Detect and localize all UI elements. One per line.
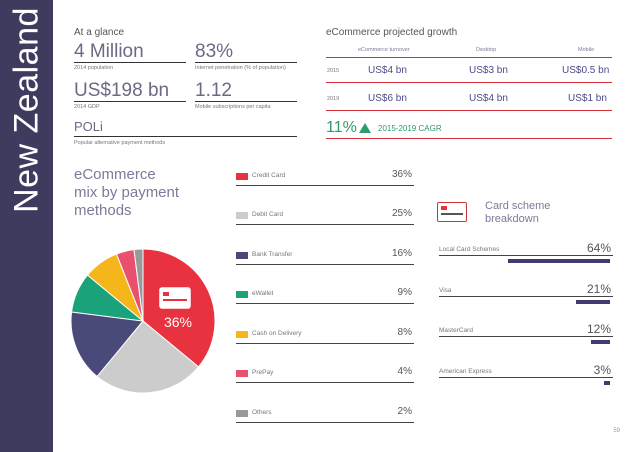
- legend-value: 4%: [397, 366, 412, 377]
- legend-swatch: [236, 212, 248, 219]
- legend-swatch: [236, 291, 248, 298]
- card-scheme-row: MasterCard 12%: [439, 321, 613, 344]
- growth-header-mobile: Mobile: [578, 47, 595, 53]
- card-scheme-title-line: breakdown: [485, 213, 539, 225]
- growth-divider: [326, 110, 612, 111]
- legend-row: Cash on Delivery 8%: [236, 327, 414, 344]
- stat-internet-value: 83%: [195, 41, 234, 62]
- stat-mobile-label: Mobile subscriptions per capita: [195, 104, 271, 110]
- growth-year: 2019: [327, 96, 340, 102]
- stat-gdp-value: US$198 bn: [74, 80, 170, 101]
- pie-slice-debit-card: [96, 320, 200, 394]
- legend-row: Bank Transfer 16%: [236, 248, 414, 265]
- growth-divider: [326, 82, 612, 83]
- growth-value: US$1 bn: [568, 93, 607, 104]
- mix-title-line: methods: [74, 202, 132, 219]
- legend-value: 2%: [397, 406, 412, 417]
- card-scheme-title-line: Card scheme: [485, 200, 551, 212]
- page-number: 59: [613, 428, 620, 434]
- country-title: New Zealand: [7, 7, 46, 213]
- stat-mobile-value: 1.12: [195, 80, 232, 101]
- legend-value: 16%: [391, 248, 412, 259]
- stat-apm-value: POLi: [74, 119, 103, 134]
- mix-title-line: mix by payment: [74, 184, 180, 201]
- card-scheme-value: 3%: [593, 363, 611, 377]
- stat-internet-label: Internet penetration (% of population): [195, 65, 286, 71]
- legend-swatch: [236, 173, 248, 180]
- stat-population-label: 2014 population: [74, 65, 114, 71]
- divider: [74, 136, 297, 137]
- divider: [195, 101, 297, 102]
- legend-row: Credit Card 36%: [236, 169, 414, 186]
- legend-row: PrePay 4%: [236, 366, 414, 383]
- card-scheme-label: Visa: [439, 287, 452, 294]
- legend-value: 9%: [397, 287, 412, 298]
- legend-swatch: [236, 252, 248, 259]
- mix-title: eCommerce mix by payment methods: [74, 166, 179, 220]
- pie-slice-bank-transfer: [70, 311, 144, 378]
- growth-divider: [326, 138, 612, 139]
- divider: [195, 62, 297, 63]
- legend-label: Others: [252, 409, 272, 416]
- card-scheme-row: Local Card Schemes 64%: [439, 240, 613, 263]
- mix-title-line: eCommerce: [74, 166, 156, 183]
- legend-row: Debit Card 25%: [236, 208, 414, 225]
- card-scheme-label: American Express: [439, 368, 492, 375]
- legend-swatch: [236, 410, 248, 417]
- card-icon: [437, 202, 467, 222]
- growth-header-turnover: eCommerce turnover: [358, 47, 410, 53]
- stat-gdp-label: 2014 GDP: [74, 104, 100, 110]
- legend-label: Bank Transfer: [252, 251, 293, 258]
- growth-divider: [326, 57, 612, 58]
- legend-swatch: [236, 331, 248, 338]
- credit-card-icon: [159, 287, 191, 309]
- growth-header-desktop: Desktop: [476, 47, 497, 53]
- card-scheme-bar: [507, 259, 610, 263]
- legend-label: Credit Card: [252, 172, 286, 179]
- cagr-label: 2015-2019 CAGR: [378, 124, 442, 133]
- growth-value: US$4 bn: [368, 65, 407, 76]
- card-scheme-row: Visa 21%: [439, 281, 613, 304]
- growth-value: US$0.5 bn: [562, 65, 610, 76]
- card-scheme-title: Card scheme breakdown: [485, 200, 550, 226]
- card-scheme-label: MasterCard: [439, 327, 473, 334]
- card-scheme-value: 12%: [586, 322, 611, 336]
- growth-value: US$6 bn: [368, 93, 407, 104]
- credit-card-percent-label: 36%: [164, 314, 192, 330]
- legend-value: 36%: [391, 169, 412, 180]
- glance-title: At a glance: [74, 27, 125, 38]
- card-scheme-value: 64%: [586, 241, 611, 255]
- cagr-value: 11%: [326, 119, 357, 136]
- card-scheme-bar: [604, 381, 610, 385]
- payment-mix-pie-chart: 36%: [70, 248, 216, 394]
- card-scheme-label: Local Card Schemes: [439, 246, 500, 253]
- legend-label: Cash on Delivery: [252, 330, 302, 337]
- stat-population-value: 4 Million: [74, 41, 144, 62]
- card-scheme-bar: [576, 300, 610, 304]
- legend-label: Debit Card: [252, 211, 284, 218]
- growth-year: 2015: [327, 68, 340, 74]
- stat-apm-label: Popular alternative payment methods: [74, 140, 166, 146]
- divider: [74, 101, 186, 102]
- growth-value: US$4 bn: [469, 93, 508, 104]
- up-arrow-icon: [359, 123, 371, 133]
- growth-title: eCommerce projected growth: [326, 27, 458, 38]
- legend-value: 8%: [397, 327, 412, 338]
- legend-label: PrePay: [252, 369, 274, 376]
- legend-row: Others 2%: [236, 406, 414, 423]
- divider: [74, 62, 186, 63]
- legend-row: eWallet 9%: [236, 287, 414, 304]
- pie-slice-others: [133, 248, 144, 322]
- card-scheme-row: American Express 3%: [439, 362, 613, 385]
- country-sidebar: New Zealand: [0, 0, 53, 452]
- legend-label: eWallet: [252, 290, 274, 297]
- legend-value: 25%: [391, 208, 412, 219]
- legend-swatch: [236, 370, 248, 377]
- card-scheme-value: 21%: [586, 282, 611, 296]
- card-scheme-bar: [590, 340, 610, 344]
- growth-value: US$3 bn: [469, 65, 508, 76]
